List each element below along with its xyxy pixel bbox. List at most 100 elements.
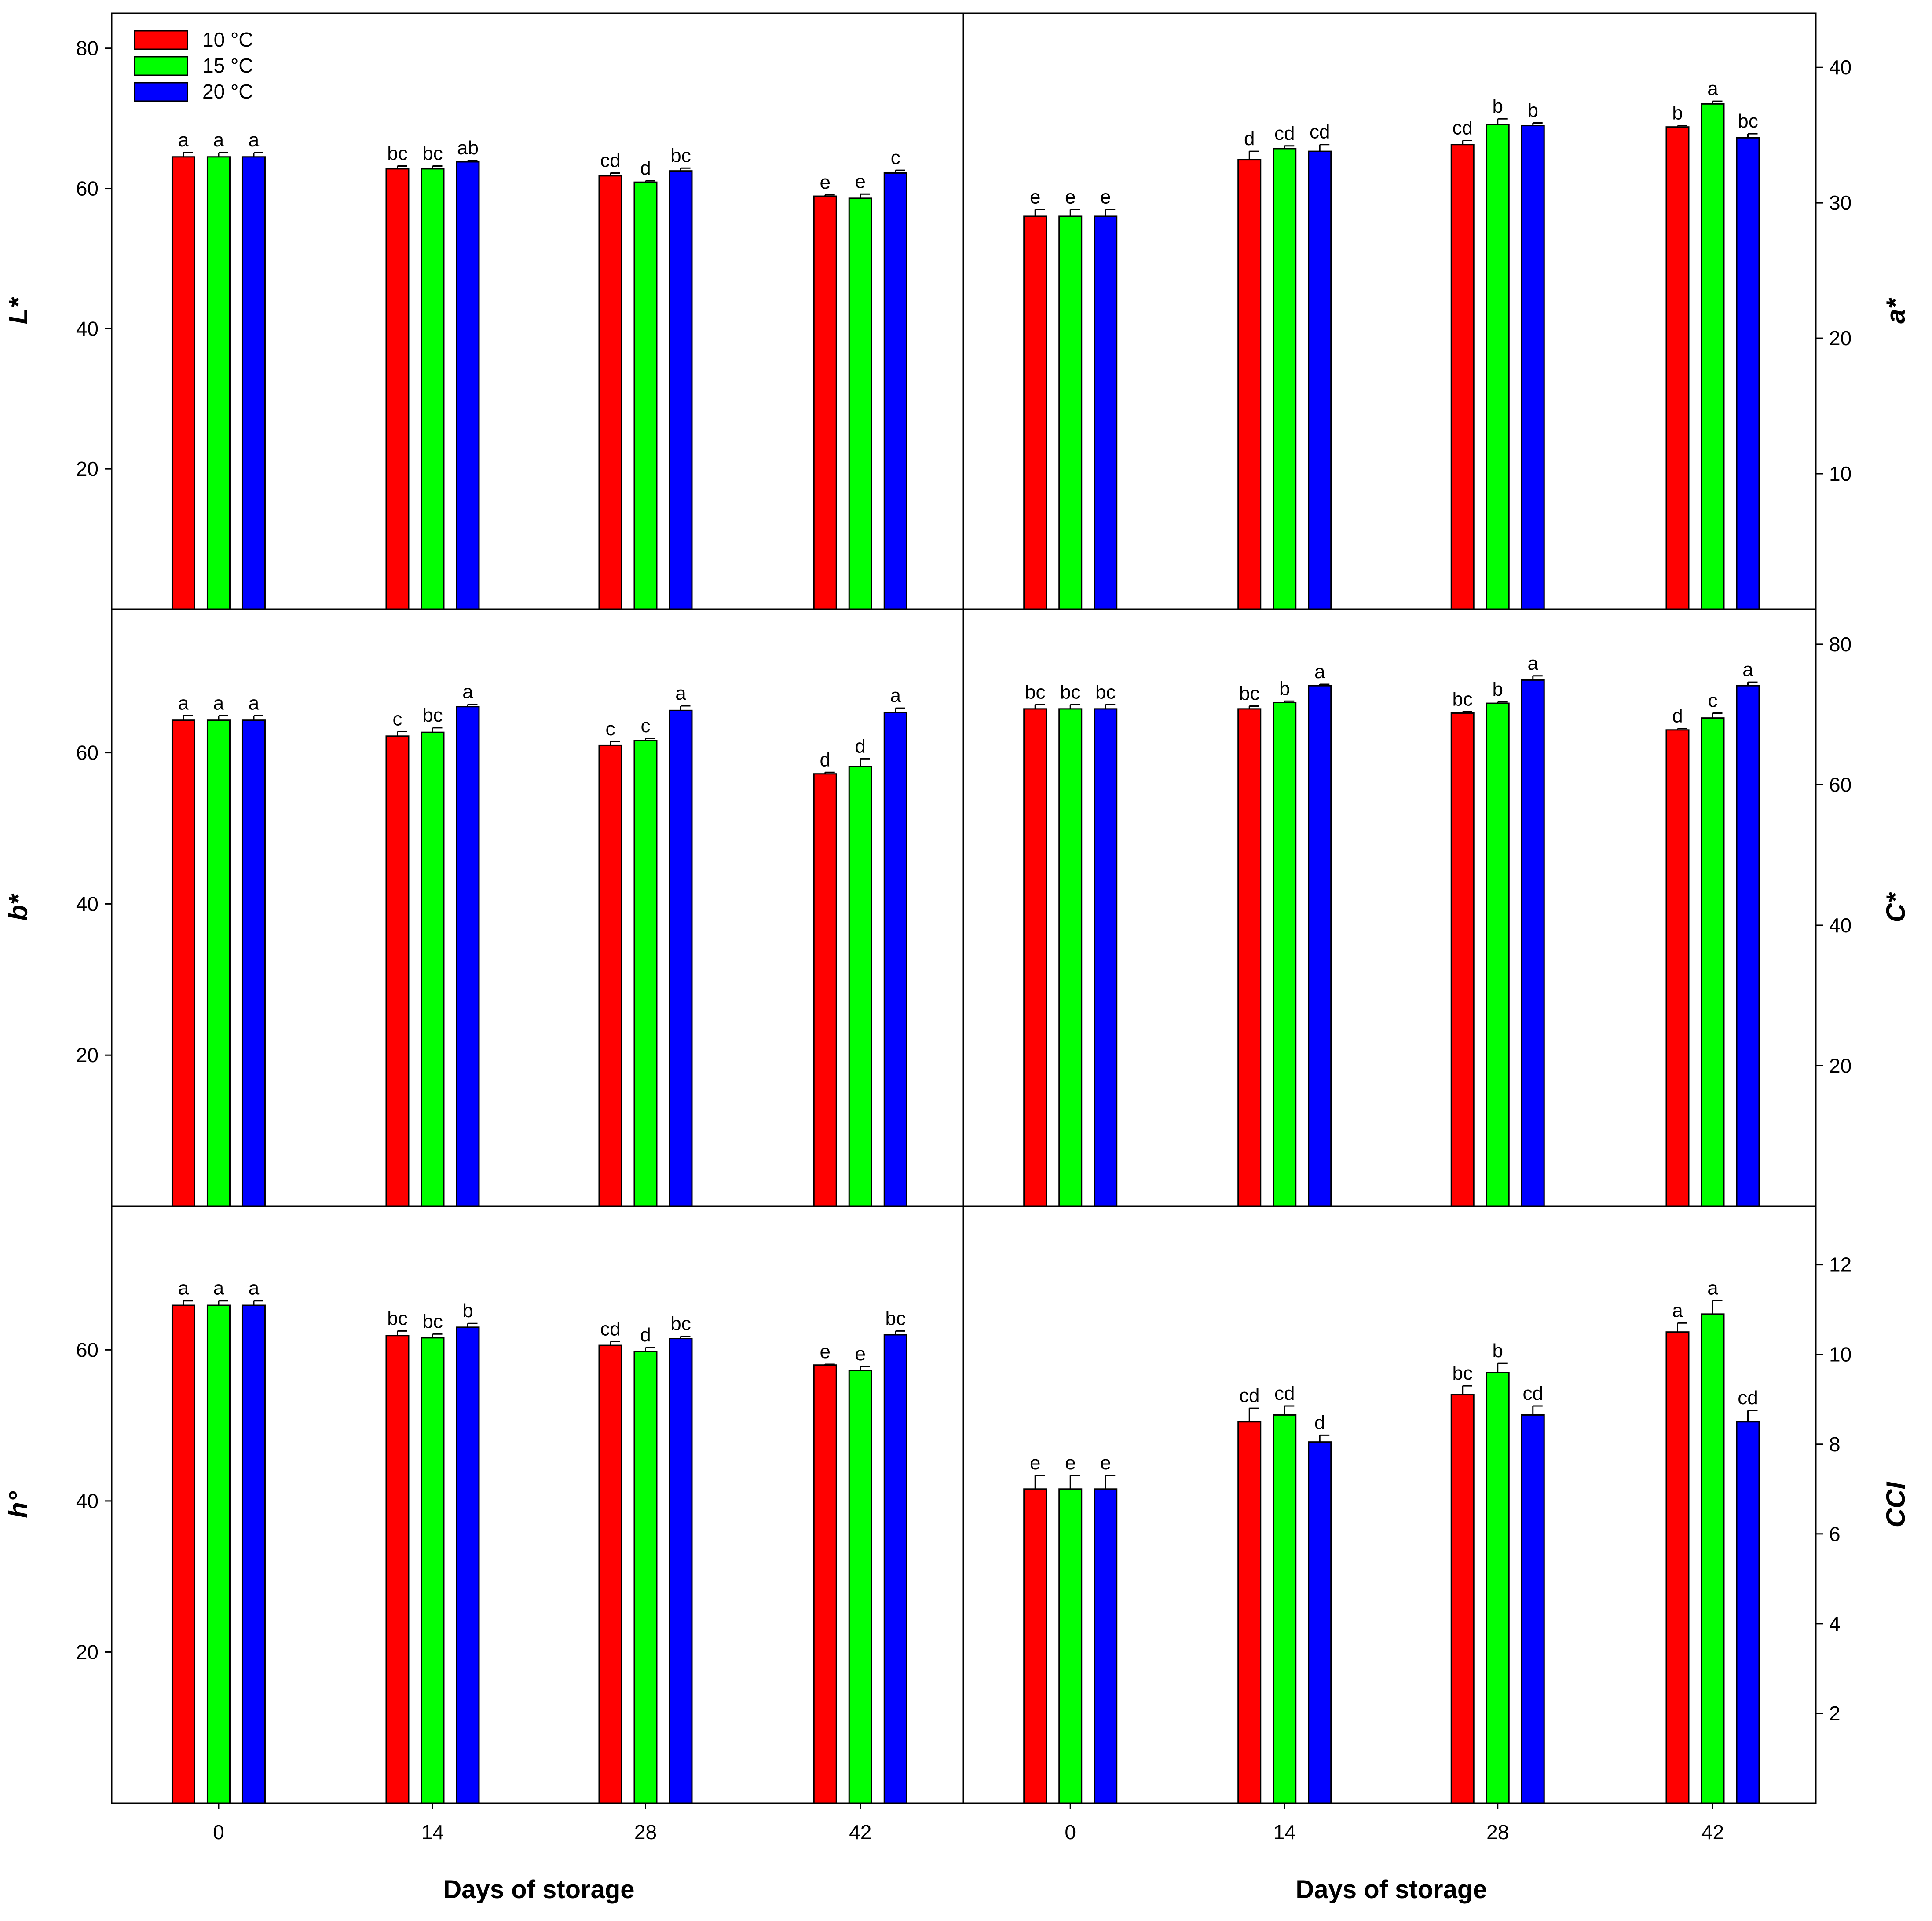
bar <box>669 709 693 1207</box>
significance-letter: a <box>1314 661 1325 683</box>
bar <box>1486 702 1510 1207</box>
significance-letter: a <box>249 129 260 151</box>
significance-letter: cd <box>1274 1383 1295 1404</box>
significance-letter: cd <box>1239 1385 1259 1406</box>
significance-letter: bc <box>670 1313 691 1334</box>
significance-letter: d <box>640 1324 651 1346</box>
bar <box>1308 1441 1332 1804</box>
y-tick-label: 60 <box>76 1338 99 1361</box>
bar <box>456 1326 480 1804</box>
bar <box>848 1370 872 1804</box>
y-tick-label: 40 <box>76 1490 99 1512</box>
bar <box>421 731 445 1207</box>
significance-letter: e <box>1030 1452 1040 1474</box>
significance-letter: a <box>249 692 260 714</box>
significance-letter: bc <box>1738 110 1758 132</box>
significance-letter: e <box>820 1341 831 1362</box>
legend-label: 20 °C <box>202 80 253 103</box>
significance-letter: cd <box>1310 121 1330 143</box>
bar <box>1736 685 1760 1207</box>
bar <box>1486 1372 1510 1804</box>
bar <box>1701 103 1725 610</box>
bar <box>1701 717 1725 1207</box>
significance-letter: cd <box>1274 123 1295 144</box>
bar <box>1521 1414 1545 1804</box>
y-tick-label: 60 <box>76 741 99 764</box>
legend-swatch <box>134 30 188 50</box>
bar <box>1237 159 1262 610</box>
significance-letter: c <box>1708 690 1718 711</box>
bar <box>1521 679 1545 1207</box>
significance-letter: b <box>1492 95 1503 117</box>
significance-letter: cd <box>600 1318 620 1340</box>
bar <box>813 195 837 610</box>
x-tick-label: 28 <box>634 1821 657 1844</box>
bar <box>206 156 231 610</box>
significance-letter: cd <box>1738 1387 1758 1409</box>
y-axis-title: C* <box>1881 892 1910 922</box>
bar <box>1023 1488 1047 1804</box>
y-tick-label: 80 <box>76 37 99 60</box>
significance-letter: a <box>1707 1277 1718 1299</box>
y-tick-label: 12 <box>1829 1253 1852 1276</box>
significance-letter: d <box>1672 705 1683 727</box>
y-tick-label: 6 <box>1829 1523 1841 1545</box>
legend-swatch <box>134 82 188 102</box>
bar <box>1237 708 1262 1207</box>
significance-letter: bc <box>422 143 443 164</box>
significance-letter: a <box>178 129 189 151</box>
bar <box>883 712 907 1207</box>
y-axis-title: b* <box>4 893 33 921</box>
y-tick-label: 40 <box>1829 914 1852 937</box>
significance-letter: bc <box>1452 1362 1472 1384</box>
bar <box>669 1338 693 1804</box>
y-tick-label: 20 <box>1829 1054 1852 1077</box>
bar <box>598 175 622 610</box>
y-tick-label: 20 <box>76 1640 99 1663</box>
significance-letter: a <box>213 1278 224 1299</box>
bar <box>1701 1313 1725 1804</box>
significance-letter: e <box>1030 186 1040 208</box>
significance-letter: a <box>1672 1300 1683 1321</box>
significance-letter: cd <box>1452 117 1472 139</box>
significance-letter: bc <box>387 1307 407 1329</box>
significance-letter: bc <box>422 1311 443 1332</box>
significance-letter: e <box>1100 1452 1111 1474</box>
significance-letter: b <box>1492 1340 1503 1362</box>
y-tick-label: 10 <box>1829 1343 1852 1366</box>
bar <box>813 1364 837 1804</box>
significance-letter: c <box>605 718 615 740</box>
legend: 10 °C 15 °C 20 °C <box>134 28 253 103</box>
significance-letter: bc <box>1239 683 1259 704</box>
bar <box>456 161 480 610</box>
significance-letter: bc <box>1060 681 1080 703</box>
bar <box>883 1334 907 1804</box>
bar <box>1521 125 1545 610</box>
bar <box>1058 1488 1083 1804</box>
bar <box>421 1337 445 1804</box>
bar <box>848 197 872 610</box>
significance-letter: a <box>213 692 224 714</box>
bar <box>633 181 658 610</box>
y-tick-label: 20 <box>1829 327 1852 350</box>
bar <box>1736 1421 1760 1804</box>
y-axis-title: a* <box>1881 297 1910 323</box>
bar <box>456 706 480 1207</box>
significance-letter: b <box>1492 679 1503 700</box>
significance-letter: a <box>178 1278 189 1299</box>
bar <box>242 156 266 610</box>
significance-letter: b <box>1527 99 1538 121</box>
y-tick-label: 60 <box>76 177 99 200</box>
bar <box>598 1344 622 1804</box>
significance-letter: e <box>1100 186 1111 208</box>
legend-label: 10 °C <box>202 28 253 51</box>
bar <box>385 168 410 610</box>
significance-letter: e <box>1065 186 1076 208</box>
bar <box>242 1304 266 1804</box>
significance-letter: e <box>1065 1452 1076 1474</box>
bar <box>1273 148 1297 610</box>
significance-letter: a <box>1742 659 1753 680</box>
